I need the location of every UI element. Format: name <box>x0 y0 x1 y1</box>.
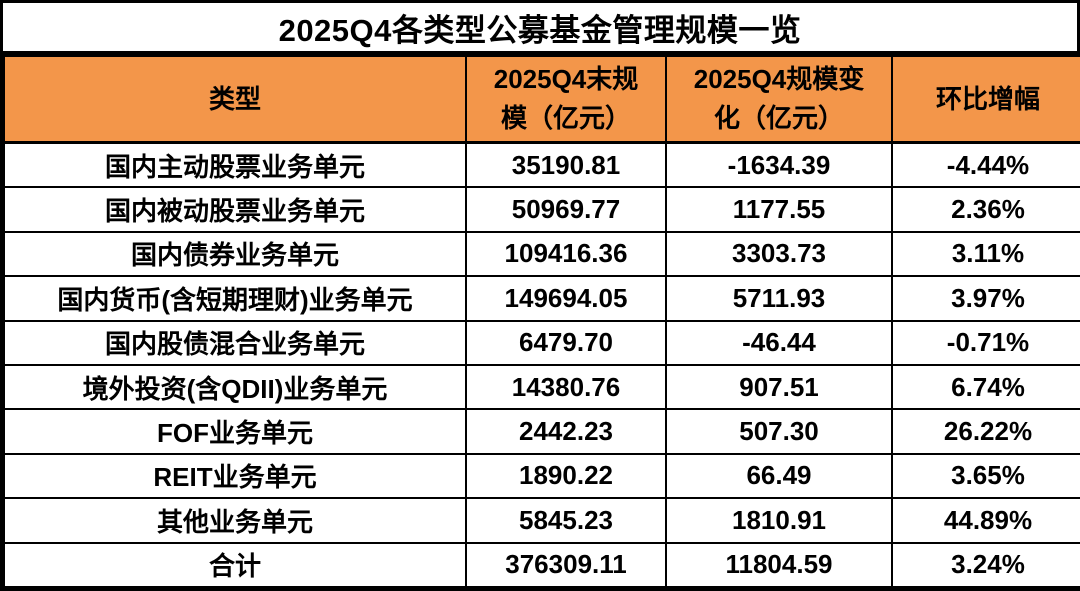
cell-qoq-growth: -0.71% <box>891 319 1080 366</box>
cell-end-scale: 6479.70 <box>465 319 667 366</box>
cell-qoq-growth: 3.97% <box>891 275 1080 322</box>
cell-end-scale: 109416.36 <box>465 230 667 278</box>
cell-end-scale: 50969.77 <box>465 186 667 233</box>
column-header-qoq-growth: 环比增幅 <box>891 55 1080 144</box>
table-row: FOF业务单元 2442.23 507.30 26.22% <box>3 408 1080 455</box>
cell-type: 合计 <box>3 541 467 589</box>
cell-scale-change: 1810.91 <box>665 497 893 544</box>
cell-scale-change: 5711.93 <box>665 275 893 322</box>
cell-qoq-growth: 3.24% <box>891 541 1080 589</box>
data-table: 类型 2025Q4末规 模（亿元） 2025Q4规模变 化（亿元） 环比增幅 国… <box>3 55 1080 589</box>
cell-end-scale: 376309.11 <box>465 541 667 589</box>
cell-scale-change: 66.49 <box>665 452 893 500</box>
cell-end-scale: 35190.81 <box>465 141 667 189</box>
cell-qoq-growth: 44.89% <box>891 497 1080 544</box>
cell-qoq-growth: 3.11% <box>891 230 1080 278</box>
cell-end-scale: 2442.23 <box>465 408 667 455</box>
table-row: 国内主动股票业务单元 35190.81 -1634.39 -4.44% <box>3 141 1080 189</box>
table-row: 国内货币(含短期理财)业务单元 149694.05 5711.93 3.97% <box>3 275 1080 322</box>
cell-end-scale: 149694.05 <box>465 275 667 322</box>
cell-type: 国内主动股票业务单元 <box>3 141 467 189</box>
cell-type: 国内股债混合业务单元 <box>3 319 467 366</box>
cell-qoq-growth: 26.22% <box>891 408 1080 455</box>
column-header-type: 类型 <box>3 55 467 144</box>
table-row: 国内股债混合业务单元 6479.70 -46.44 -0.71% <box>3 319 1080 366</box>
cell-end-scale: 1890.22 <box>465 452 667 500</box>
cell-scale-change: 1177.55 <box>665 186 893 233</box>
cell-scale-change: -1634.39 <box>665 141 893 189</box>
table-row: REIT业务单元 1890.22 66.49 3.65% <box>3 452 1080 500</box>
column-header-scale-change: 2025Q4规模变 化（亿元） <box>665 55 893 144</box>
cell-scale-change: 507.30 <box>665 408 893 455</box>
cell-scale-change: 3303.73 <box>665 230 893 278</box>
header-row: 类型 2025Q4末规 模（亿元） 2025Q4规模变 化（亿元） 环比增幅 <box>3 55 1080 144</box>
cell-scale-change: 907.51 <box>665 363 893 411</box>
cell-qoq-growth: -4.44% <box>891 141 1080 189</box>
column-header-end-scale: 2025Q4末规 模（亿元） <box>465 55 667 144</box>
cell-end-scale: 5845.23 <box>465 497 667 544</box>
cell-qoq-growth: 3.65% <box>891 452 1080 500</box>
cell-type: 国内被动股票业务单元 <box>3 186 467 233</box>
cell-type: 国内债券业务单元 <box>3 230 467 278</box>
cell-type: FOF业务单元 <box>3 408 467 455</box>
cell-qoq-growth: 2.36% <box>891 186 1080 233</box>
cell-end-scale: 14380.76 <box>465 363 667 411</box>
cell-type: REIT业务单元 <box>3 452 467 500</box>
table-row: 其他业务单元 5845.23 1810.91 44.89% <box>3 497 1080 544</box>
table-row: 国内债券业务单元 109416.36 3303.73 3.11% <box>3 230 1080 278</box>
table-row: 境外投资(含QDII)业务单元 14380.76 907.51 6.74% <box>3 363 1080 411</box>
cell-scale-change: 11804.59 <box>665 541 893 589</box>
table-row: 国内被动股票业务单元 50969.77 1177.55 2.36% <box>3 186 1080 233</box>
table-title: 2025Q4各类型公募基金管理规模一览 <box>3 3 1077 55</box>
cell-qoq-growth: 6.74% <box>891 363 1080 411</box>
cell-type: 国内货币(含短期理财)业务单元 <box>3 275 467 322</box>
cell-scale-change: -46.44 <box>665 319 893 366</box>
cell-type: 其他业务单元 <box>3 497 467 544</box>
cell-type: 境外投资(含QDII)业务单元 <box>3 363 467 411</box>
total-row: 合计 376309.11 11804.59 3.24% <box>3 541 1080 589</box>
